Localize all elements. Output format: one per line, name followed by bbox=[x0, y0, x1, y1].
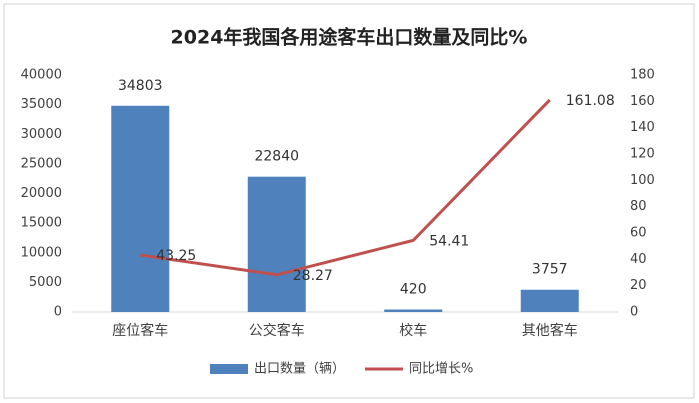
y-tick-label: 5000 bbox=[29, 275, 62, 290]
line-value-label: 43.25 bbox=[156, 248, 196, 264]
bar-value-label: 3757 bbox=[532, 262, 568, 278]
legend-label: 同比增长% bbox=[409, 362, 473, 377]
y2-tick-label: 140 bbox=[630, 120, 655, 135]
y2-tick-label: 20 bbox=[630, 278, 647, 293]
line-value-label: 161.08 bbox=[566, 93, 615, 109]
y2-tick-label: 80 bbox=[630, 199, 647, 214]
y2-tick-label: 100 bbox=[630, 173, 655, 188]
y-tick-label: 15000 bbox=[21, 216, 62, 231]
legend-swatch bbox=[210, 364, 248, 374]
y-tick-label: 20000 bbox=[21, 186, 62, 201]
y2-tick-label: 40 bbox=[630, 252, 647, 267]
x-tick-label: 公交客车 bbox=[249, 322, 305, 339]
line bbox=[140, 98, 551, 277]
x-tick-label: 座位客车 bbox=[112, 322, 168, 339]
y2-tick-label: 120 bbox=[630, 147, 655, 162]
line-value-label: 54.41 bbox=[429, 233, 469, 249]
chart-frame bbox=[3, 3, 695, 399]
bar bbox=[520, 289, 579, 312]
y-tick-label: 0 bbox=[54, 305, 62, 320]
bar-value-label: 22840 bbox=[254, 149, 299, 165]
bar bbox=[247, 176, 306, 312]
bar bbox=[111, 105, 170, 312]
y2-tick-label: 180 bbox=[630, 68, 655, 83]
y-tick-label: 30000 bbox=[21, 127, 62, 142]
bar-value-label: 34803 bbox=[118, 78, 163, 94]
x-tick-label: 其他客车 bbox=[522, 322, 578, 339]
y-tick-label: 25000 bbox=[21, 156, 62, 171]
bar-value-label: 420 bbox=[400, 282, 427, 298]
y2-tick-label: 160 bbox=[630, 94, 655, 109]
legend-label: 出口数量（辆） bbox=[254, 362, 345, 377]
y-tick-label: 10000 bbox=[21, 245, 62, 260]
bar bbox=[384, 309, 443, 312]
line-value-label: 28.27 bbox=[293, 268, 333, 284]
y-tick-label: 40000 bbox=[21, 68, 62, 83]
chart-title: 2024年我国各用途客车出口数量及同比% bbox=[171, 26, 528, 49]
x-tick-label: 校车 bbox=[399, 322, 427, 339]
y-tick-label: 35000 bbox=[21, 97, 62, 112]
y2-tick-label: 0 bbox=[630, 305, 638, 320]
y2-tick-label: 60 bbox=[630, 226, 647, 241]
